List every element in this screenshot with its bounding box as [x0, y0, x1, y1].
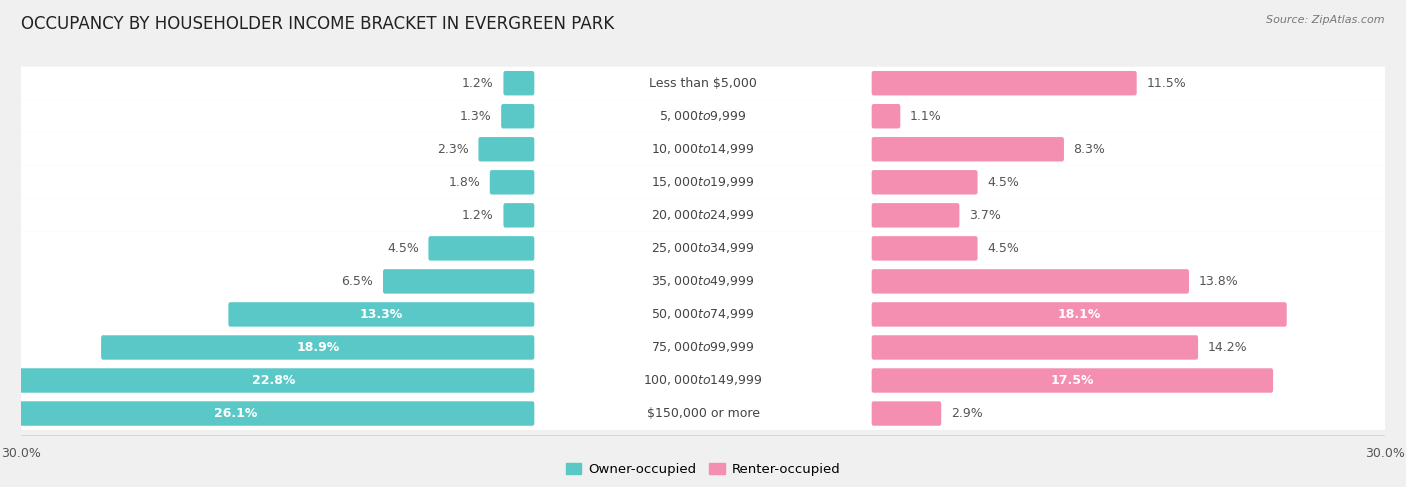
- FancyBboxPatch shape: [872, 104, 900, 129]
- FancyBboxPatch shape: [228, 302, 534, 327]
- Text: 3.7%: 3.7%: [969, 209, 1001, 222]
- FancyBboxPatch shape: [382, 269, 534, 294]
- FancyBboxPatch shape: [18, 166, 1388, 199]
- FancyBboxPatch shape: [536, 201, 870, 230]
- Text: $50,000 to $74,999: $50,000 to $74,999: [651, 307, 755, 321]
- Text: 22.8%: 22.8%: [252, 374, 295, 387]
- Text: 1.1%: 1.1%: [910, 110, 942, 123]
- Text: OCCUPANCY BY HOUSEHOLDER INCOME BRACKET IN EVERGREEN PARK: OCCUPANCY BY HOUSEHOLDER INCOME BRACKET …: [21, 15, 614, 33]
- FancyBboxPatch shape: [872, 269, 1189, 294]
- Text: $20,000 to $24,999: $20,000 to $24,999: [651, 208, 755, 223]
- FancyBboxPatch shape: [18, 232, 1388, 265]
- FancyBboxPatch shape: [18, 331, 1388, 364]
- FancyBboxPatch shape: [872, 203, 959, 227]
- Text: 13.8%: 13.8%: [1198, 275, 1239, 288]
- FancyBboxPatch shape: [536, 168, 870, 197]
- Text: 1.2%: 1.2%: [463, 77, 494, 90]
- Legend: Owner-occupied, Renter-occupied: Owner-occupied, Renter-occupied: [560, 457, 846, 481]
- FancyBboxPatch shape: [503, 203, 534, 227]
- FancyBboxPatch shape: [536, 267, 870, 296]
- FancyBboxPatch shape: [101, 335, 534, 360]
- Text: 2.3%: 2.3%: [437, 143, 468, 156]
- Text: 8.3%: 8.3%: [1074, 143, 1105, 156]
- FancyBboxPatch shape: [429, 236, 534, 261]
- Text: 26.1%: 26.1%: [214, 407, 257, 420]
- FancyBboxPatch shape: [18, 100, 1388, 133]
- FancyBboxPatch shape: [489, 170, 534, 194]
- Text: 2.9%: 2.9%: [950, 407, 983, 420]
- Text: $75,000 to $99,999: $75,000 to $99,999: [651, 340, 755, 355]
- Text: $25,000 to $34,999: $25,000 to $34,999: [651, 242, 755, 255]
- FancyBboxPatch shape: [501, 104, 534, 129]
- Text: $10,000 to $14,999: $10,000 to $14,999: [651, 142, 755, 156]
- FancyBboxPatch shape: [18, 298, 1388, 331]
- FancyBboxPatch shape: [872, 368, 1272, 393]
- FancyBboxPatch shape: [872, 236, 977, 261]
- Text: $35,000 to $49,999: $35,000 to $49,999: [651, 274, 755, 288]
- FancyBboxPatch shape: [18, 265, 1388, 298]
- Text: 4.5%: 4.5%: [987, 242, 1019, 255]
- FancyBboxPatch shape: [13, 368, 534, 393]
- Text: 18.1%: 18.1%: [1057, 308, 1101, 321]
- FancyBboxPatch shape: [478, 137, 534, 162]
- Text: 13.3%: 13.3%: [360, 308, 404, 321]
- FancyBboxPatch shape: [536, 399, 870, 428]
- FancyBboxPatch shape: [536, 134, 870, 164]
- Text: 11.5%: 11.5%: [1146, 77, 1187, 90]
- Text: 1.2%: 1.2%: [463, 209, 494, 222]
- FancyBboxPatch shape: [536, 366, 870, 395]
- Text: 18.9%: 18.9%: [297, 341, 339, 354]
- FancyBboxPatch shape: [503, 71, 534, 95]
- FancyBboxPatch shape: [18, 133, 1388, 166]
- FancyBboxPatch shape: [18, 364, 1388, 397]
- Text: Source: ZipAtlas.com: Source: ZipAtlas.com: [1267, 15, 1385, 25]
- Text: 4.5%: 4.5%: [987, 176, 1019, 189]
- FancyBboxPatch shape: [872, 137, 1064, 162]
- FancyBboxPatch shape: [536, 101, 870, 131]
- FancyBboxPatch shape: [536, 300, 870, 329]
- FancyBboxPatch shape: [0, 401, 534, 426]
- Text: 14.2%: 14.2%: [1208, 341, 1247, 354]
- FancyBboxPatch shape: [536, 333, 870, 362]
- Text: $150,000 or more: $150,000 or more: [647, 407, 759, 420]
- Text: 17.5%: 17.5%: [1050, 374, 1094, 387]
- Text: Less than $5,000: Less than $5,000: [650, 77, 756, 90]
- FancyBboxPatch shape: [872, 401, 941, 426]
- Text: $100,000 to $149,999: $100,000 to $149,999: [644, 374, 762, 388]
- FancyBboxPatch shape: [872, 335, 1198, 360]
- Text: 1.3%: 1.3%: [460, 110, 492, 123]
- Text: 1.8%: 1.8%: [449, 176, 481, 189]
- FancyBboxPatch shape: [536, 69, 870, 98]
- Text: 4.5%: 4.5%: [387, 242, 419, 255]
- Text: $15,000 to $19,999: $15,000 to $19,999: [651, 175, 755, 189]
- FancyBboxPatch shape: [872, 170, 977, 194]
- FancyBboxPatch shape: [872, 302, 1286, 327]
- FancyBboxPatch shape: [536, 234, 870, 263]
- Text: 6.5%: 6.5%: [342, 275, 374, 288]
- FancyBboxPatch shape: [18, 397, 1388, 430]
- FancyBboxPatch shape: [872, 71, 1136, 95]
- FancyBboxPatch shape: [18, 67, 1388, 100]
- FancyBboxPatch shape: [18, 199, 1388, 232]
- Text: $5,000 to $9,999: $5,000 to $9,999: [659, 109, 747, 123]
